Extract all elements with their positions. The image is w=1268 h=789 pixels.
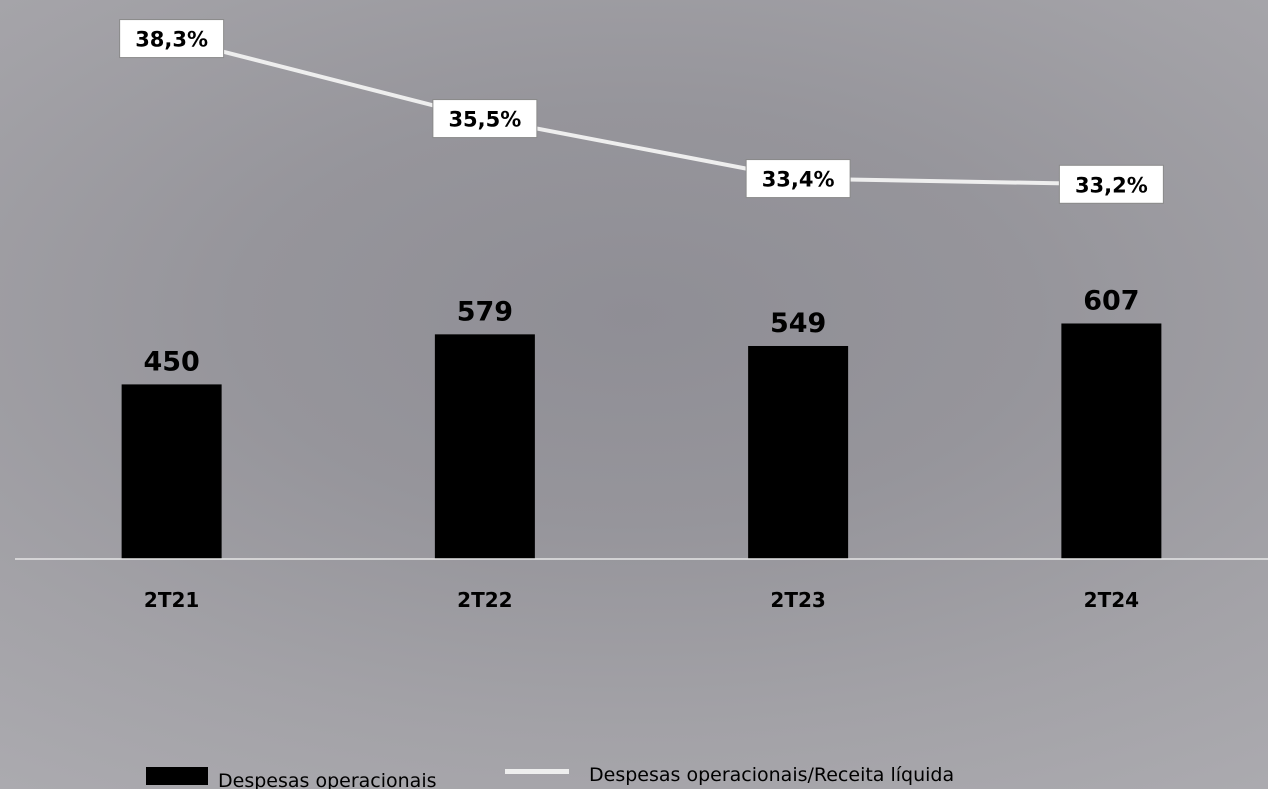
ratio-label-box-2T22 [432,99,538,139]
bar-2T24 [1061,323,1162,559]
legend-label-bar: Despesas operacionais [218,770,437,789]
bar-2T22 [434,334,535,559]
bar-value-label-2T23: 549 [770,308,826,339]
bar-value-label-2T24: 607 [1083,285,1139,316]
legend-swatch-line [505,769,569,774]
ratio-label-2T23: 33,4% [762,168,835,192]
ratio-point-2T23: 33,4% [745,159,851,199]
x-tick-label-2T24: 2T24 [1084,588,1139,612]
x-tick-label-2T21: 2T21 [144,588,199,612]
ratio-label-box-2T24 [1058,164,1164,204]
bars-layer: 450 579 549 607 [121,285,1162,559]
ratio-label-2T24: 33,2% [1075,173,1148,197]
ratio-point-2T21: 38,3% [119,19,225,59]
legend-swatch-bar [146,767,208,785]
ratio-point-2T22: 35,5% [432,99,538,139]
ratio-label-box-2T23 [745,159,851,199]
ratio-label-2T21: 38,3% [135,28,208,52]
ratio-point-2T24: 33,2% [1058,164,1164,204]
bar-2T21 [121,384,222,559]
bar-2T23 [748,345,849,559]
x-axis-ticks: 2T21 2T22 2T23 2T24 [144,588,1139,612]
ratio-line [171,36,1112,187]
x-tick-label-2T23: 2T23 [770,588,825,612]
legend-label-line: Despesas operacionais/Receita líquida [589,764,954,786]
bar-value-label-2T22: 579 [457,296,513,327]
ratio-label-2T22: 35,5% [448,108,521,132]
x-tick-label-2T22: 2T22 [457,588,512,612]
bar-value-label-2T21: 450 [143,346,199,377]
ratio-label-box-2T21 [119,19,225,59]
ratio-line-layer: 38,3% 35,5% 33,4% 33,2% [119,19,1164,204]
legend: Despesas operacionais Despesas operacion… [146,764,954,789]
